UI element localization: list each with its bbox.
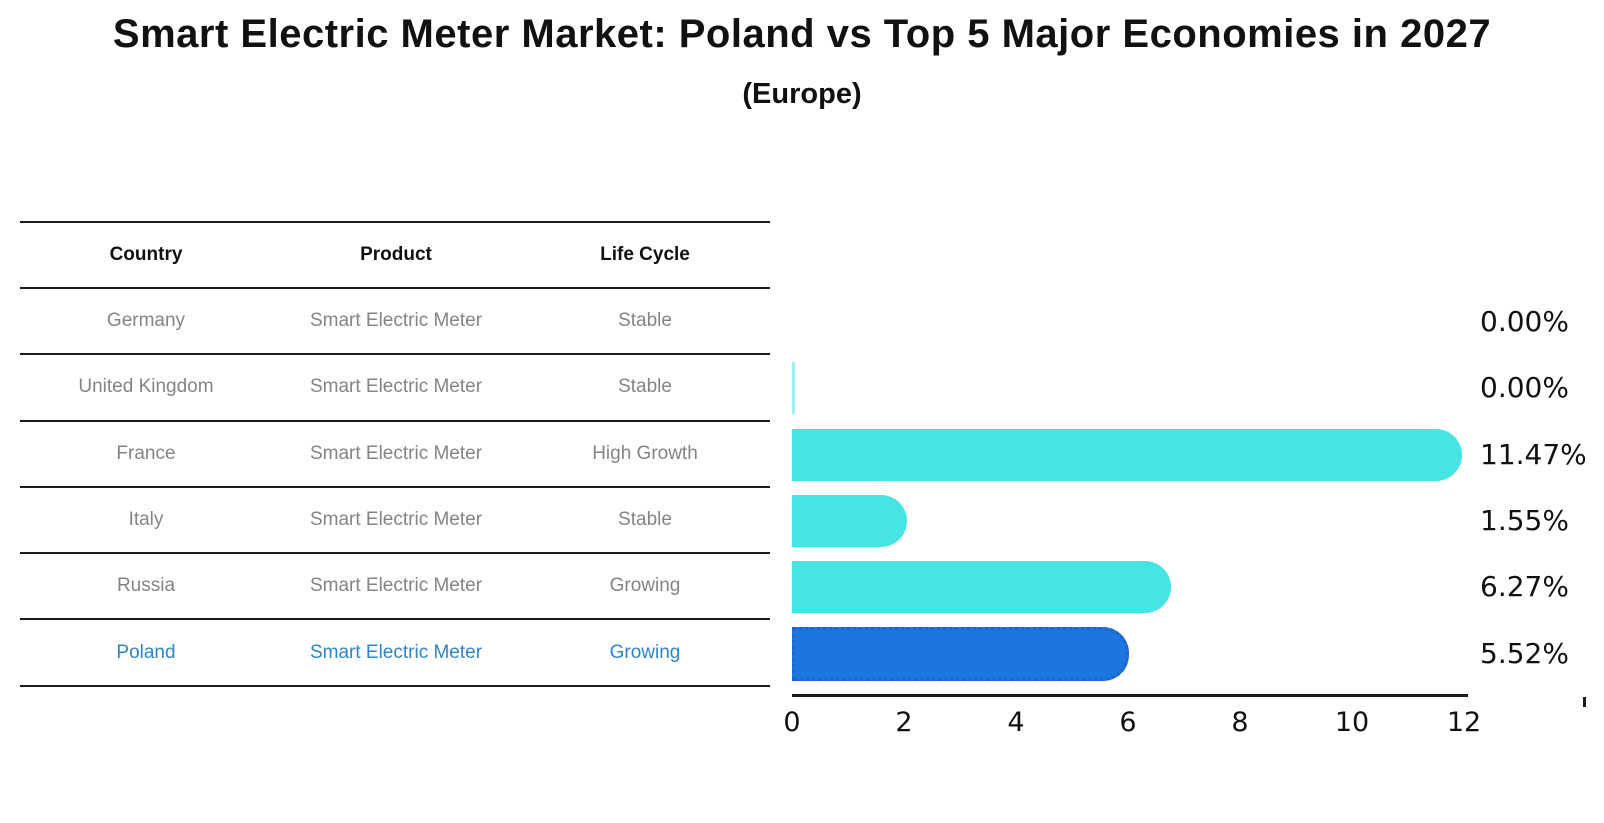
x-axis-tick bbox=[1583, 697, 1586, 707]
x-axis-tick-label: 4 bbox=[1007, 707, 1025, 738]
x-axis-line bbox=[792, 694, 1468, 697]
cell-country: Russia bbox=[116, 575, 176, 597]
cell-life-cycle: Growing bbox=[609, 575, 681, 597]
cell-life-cycle: Growing bbox=[609, 641, 681, 663]
cell-product: Smart Electric Meter bbox=[309, 376, 483, 398]
bar-poland bbox=[792, 627, 1129, 681]
x-axis-tick-label: 2 bbox=[895, 707, 913, 738]
bar-italy bbox=[792, 495, 907, 547]
value-label-russia: 6.27% bbox=[1480, 570, 1569, 603]
header-cell-product: Product bbox=[360, 244, 432, 265]
cell-product: Smart Electric Meter bbox=[309, 641, 483, 663]
header-cell-life-cycle: Life Cycle bbox=[600, 244, 690, 265]
cell-life-cycle: Stable bbox=[618, 509, 672, 531]
cell-life-cycle: Stable bbox=[618, 310, 672, 332]
x-axis-tick-label: 12 bbox=[1446, 707, 1482, 738]
value-label-france: 11.47% bbox=[1480, 438, 1587, 471]
table-row-italy: Italy Smart Electric Meter Stable bbox=[20, 488, 770, 555]
table-row-russia: Russia Smart Electric Meter Growing bbox=[20, 554, 770, 621]
x-axis-tick-label: 8 bbox=[1231, 707, 1249, 738]
zero-bar-sliver bbox=[792, 362, 795, 414]
cell-product: Smart Electric Meter bbox=[309, 575, 483, 597]
cell-country: Poland bbox=[116, 641, 176, 663]
bar-france bbox=[792, 429, 1462, 481]
table-row-united-kingdom: United Kingdom Smart Electric Meter Stab… bbox=[20, 355, 770, 422]
cell-life-cycle: High Growth bbox=[592, 442, 698, 464]
table-row-france: France Smart Electric Meter High Growth bbox=[20, 422, 770, 488]
bar-russia bbox=[792, 561, 1171, 613]
cell-country: United Kingdom bbox=[78, 376, 214, 398]
table-row-poland: Poland Smart Electric Meter Growing bbox=[20, 620, 770, 687]
cell-country: Germany bbox=[106, 310, 186, 332]
comparison-table: Country Product Life Cycle Germany Smart… bbox=[20, 221, 770, 687]
value-label-united-kingdom: 0.00% bbox=[1480, 371, 1569, 404]
value-label-poland: 5.52% bbox=[1480, 637, 1569, 670]
x-axis-tick-label: 10 bbox=[1334, 707, 1370, 738]
header-cell-country: Country bbox=[109, 244, 183, 265]
cell-country: France bbox=[116, 442, 176, 464]
cell-country: Italy bbox=[128, 509, 164, 531]
x-axis-tick-label: 0 bbox=[783, 707, 801, 738]
page-subtitle: (Europe) bbox=[742, 78, 862, 110]
cell-product: Smart Electric Meter bbox=[309, 310, 483, 332]
table-header-row: Country Product Life Cycle bbox=[20, 223, 770, 289]
cell-life-cycle: Stable bbox=[618, 376, 672, 398]
value-label-italy: 1.55% bbox=[1480, 504, 1569, 537]
x-axis-tick-label: 6 bbox=[1119, 707, 1137, 738]
value-label-germany: 0.00% bbox=[1480, 305, 1569, 338]
page-title: Smart Electric Meter Market: Poland vs T… bbox=[112, 12, 1492, 56]
table-row-germany: Germany Smart Electric Meter Stable bbox=[20, 289, 770, 356]
cell-product: Smart Electric Meter bbox=[309, 509, 483, 531]
cell-product: Smart Electric Meter bbox=[309, 442, 483, 464]
